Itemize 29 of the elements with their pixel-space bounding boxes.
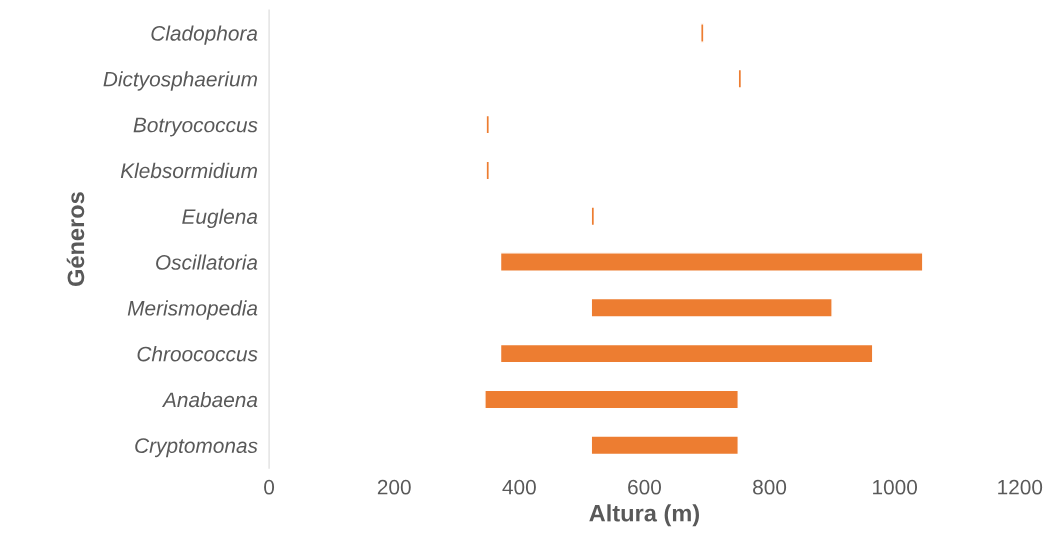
x-tick-label: 800 — [753, 479, 787, 495]
x-tick-label: 1200 — [998, 479, 1043, 495]
y-tick-label: Cladophora — [151, 25, 258, 45]
bar — [590, 206, 596, 227]
bar — [590, 297, 833, 318]
bar — [485, 114, 490, 135]
bar — [499, 252, 924, 272]
bar — [485, 160, 490, 181]
x-tick-label: 600 — [628, 479, 661, 495]
y-tick-label: Cryptomonas — [135, 438, 258, 458]
y-tick-label: Klebsormidium — [120, 162, 258, 179]
x-axis-title: Altura (m) — [589, 504, 699, 527]
y-tick-label: Dictyosphaerium — [103, 71, 258, 91]
bar — [499, 343, 874, 364]
bar — [484, 389, 739, 410]
y-tick-label: Chroococcus — [137, 346, 258, 362]
bar — [737, 68, 743, 89]
x-tick-label: 0 — [264, 479, 275, 495]
x-tick-label: 400 — [502, 479, 536, 495]
bar — [590, 435, 739, 456]
y-tick-label: Euglena — [182, 208, 258, 229]
bar — [700, 23, 705, 43]
y-tick-label: Oscillatoria — [156, 254, 258, 270]
y-tick-label: Merismopedia — [127, 300, 258, 320]
x-tick-label: 200 — [377, 479, 411, 495]
x-tick-label: 1000 — [873, 479, 918, 495]
y-tick-label: Anabaena — [161, 391, 258, 408]
y-tick-label: Botryococcus — [133, 117, 258, 137]
y-axis-title: Géneros — [66, 192, 85, 287]
